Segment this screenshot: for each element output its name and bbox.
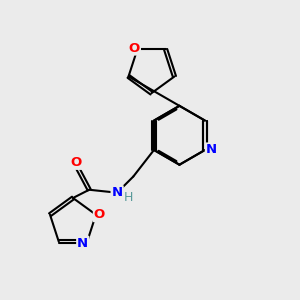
Text: N: N	[77, 237, 88, 250]
Text: O: O	[129, 41, 140, 55]
Text: N: N	[206, 143, 217, 157]
Text: N: N	[112, 186, 123, 199]
Text: O: O	[70, 156, 82, 169]
Text: O: O	[94, 208, 105, 221]
Text: H: H	[124, 191, 133, 205]
